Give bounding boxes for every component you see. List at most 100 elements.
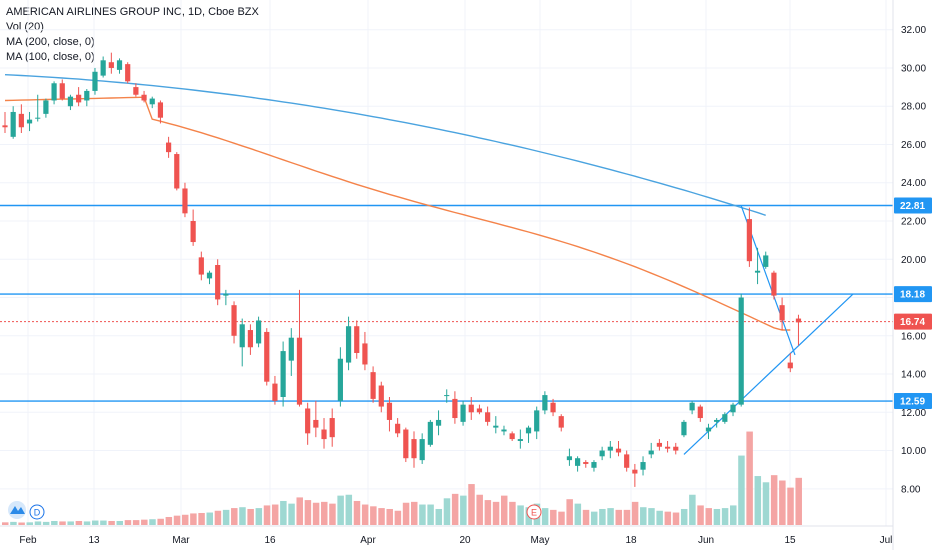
volume-bar [255,508,263,525]
candle-body [583,462,589,464]
candle-body [673,446,679,451]
volume-bar [680,508,688,525]
volume-bar [157,518,164,525]
y-tick-label: 26.00 [901,140,926,151]
volume-bar [296,497,303,525]
candle-body [485,412,491,422]
volume-bar [329,503,336,525]
y-tick-label: 30.00 [901,63,926,74]
candle-body [534,410,540,432]
legend-title: AMERICAN AIRLINES GROUP INC, 1D, Cboe BZ… [6,6,259,18]
volume-bar [721,508,729,525]
candle-body [133,87,139,95]
volume-bar [795,477,802,525]
candle-body [575,458,581,466]
candle-body [59,83,65,99]
candle-body [411,439,417,459]
candle-body [223,293,229,296]
volume-bar [321,501,328,525]
volume-bar [476,494,483,525]
volume-bar [623,509,631,525]
candle-body [599,450,605,457]
candle-body [67,96,74,107]
candle-body [501,429,507,432]
candle-body [125,64,131,82]
price-level-badge-label: 18.18 [900,290,925,301]
candle-body [272,383,278,401]
moving-averages [4,74,791,331]
volume-bar [558,511,565,525]
volume-bar [509,501,516,525]
volume-bar [730,505,737,525]
trendline-drawings[interactable] [683,205,854,455]
candle-body [689,402,695,411]
volume-bar [116,520,124,525]
volume-bar [181,514,189,525]
volume-bar [411,501,418,525]
candle-body [403,429,409,459]
candle-body [697,406,703,419]
dividend-marker[interactable] [29,504,45,520]
candle-body [493,425,499,428]
volume-bar [484,500,492,525]
volume-bar [754,476,762,525]
volume-bar [190,513,197,525]
candle-body [288,337,294,361]
volume-bar [615,509,622,525]
candle-body [419,439,425,461]
volume-bar [443,498,451,525]
y-tick-label: 22.00 [901,217,926,228]
trendline-support[interactable] [683,293,854,455]
candle-body [43,100,49,114]
volume-bar [435,508,443,525]
volume-bar [222,509,230,525]
candle-body [386,402,393,420]
volume-bar [738,455,745,525]
candle-body [763,255,769,267]
candle-body [51,83,57,101]
x-tick-label: 18 [625,535,637,546]
volume-bar [149,519,156,525]
volume-bar [386,508,393,525]
volume-bar [451,493,459,525]
volume-bar [198,512,205,525]
volume-bar [713,508,721,525]
volume-bar [631,501,639,525]
candle-body [378,385,384,407]
x-tick-label: May [531,535,550,546]
candle-body [354,326,360,353]
volume-bar [165,516,173,525]
candle-body [452,398,458,419]
candle-body [198,257,204,275]
candle-body [460,404,466,422]
candle-body [624,454,630,468]
volume-bar [378,508,385,525]
volume-bar [247,508,254,525]
candle-body [542,395,548,411]
earnings-marker[interactable] [526,504,542,520]
x-tick-label: Mar [172,535,190,546]
candle-body [517,439,523,441]
candle-body [632,469,638,474]
y-tick-label: 10.00 [901,446,926,457]
volume-bar [541,508,549,525]
volume-bar [345,494,353,525]
y-tick-label: 28.00 [901,102,926,113]
volume-bar [173,515,181,525]
candle-body [395,423,401,434]
candle-body [2,125,8,128]
candle-body [558,416,564,428]
volume-bar [648,508,655,525]
volume-bar [460,495,467,525]
x-tick-label: 20 [459,535,471,546]
candle-body [157,102,164,118]
candle-body [771,272,777,296]
candle-body [239,324,245,348]
volume-bar [550,509,557,525]
candle-body [607,446,613,451]
volume-bar [124,520,132,525]
candle-body [427,421,433,445]
volume-bar [517,505,524,525]
